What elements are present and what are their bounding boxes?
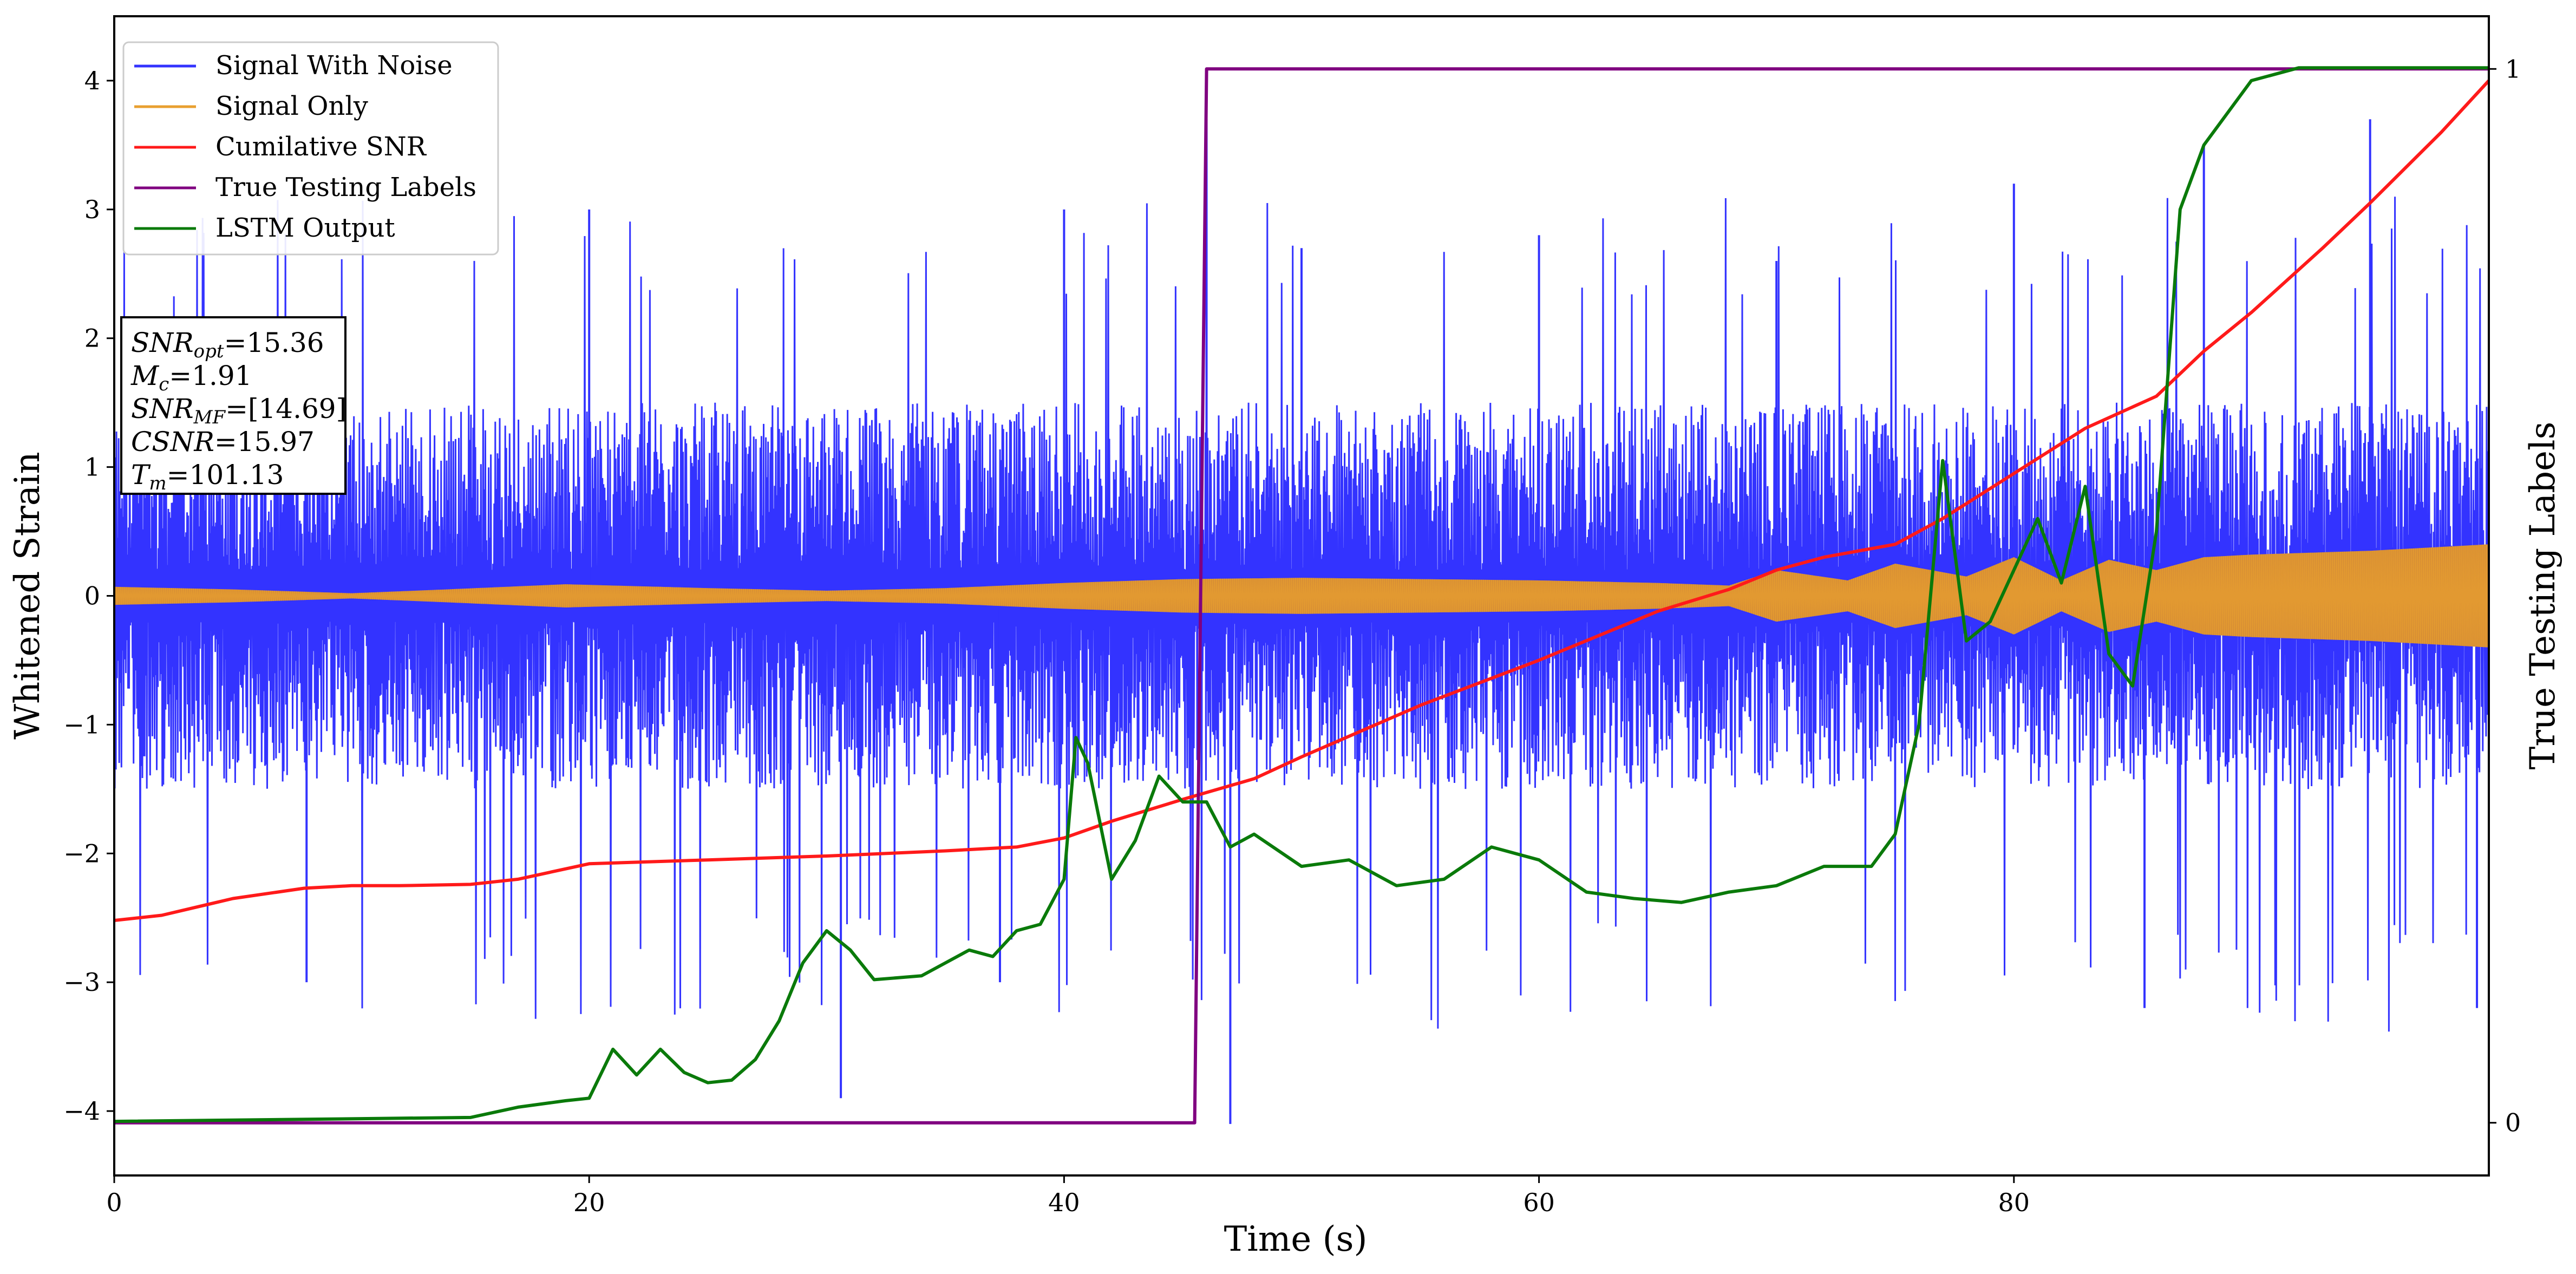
y-tick-label: −2 — [63, 839, 100, 868]
y-tick-label: 1 — [84, 453, 100, 482]
x-tick-label: 20 — [573, 1188, 605, 1217]
series-cumilative-snr — [114, 79, 2489, 922]
series-signal-only-oscillation — [114, 544, 2489, 648]
legend-label: Signal With Noise — [215, 50, 453, 81]
y-tick-label: 2 — [84, 324, 100, 353]
legend-label: Signal Only — [215, 91, 368, 121]
info-box: SNRopt=15.36Mc=1.91SNRMF=[14.69]CSNR=15.… — [120, 316, 346, 495]
y-axis-label: Whitened Strain — [8, 452, 48, 739]
x-tick-label: 80 — [1998, 1188, 2030, 1217]
info-line: SNRMF=[14.69] — [131, 393, 346, 428]
legend-label: True Testing Labels — [215, 172, 476, 202]
legend: Signal With Noise Signal Only Cumilative S… — [122, 41, 499, 256]
series-true-testing-labels — [114, 67, 2489, 1125]
x-axis-label: Time (s) — [1224, 1219, 1368, 1259]
x-tick-label: 60 — [1523, 1188, 1555, 1217]
info-line: Mc=1.91 — [130, 360, 252, 395]
y2-axis-label: True Testing Labels — [2523, 422, 2563, 770]
info-line: CSNR=15.97 — [131, 426, 315, 458]
y-tick-label: 0 — [84, 582, 100, 611]
y-tick-label: −4 — [63, 1096, 100, 1126]
y2-tick-label: 1 — [2505, 54, 2521, 83]
y-tick-label: 3 — [84, 195, 100, 224]
legend-label: LSTM Output — [215, 213, 395, 243]
info-line: SNRopt=15.36 — [131, 327, 324, 362]
x-tick-label: 40 — [1048, 1188, 1080, 1217]
info-line: Tm=101.13 — [131, 459, 284, 494]
x-tick-label: 0 — [106, 1188, 122, 1217]
y-tick-label: −1 — [63, 710, 100, 739]
y-tick-label: 4 — [84, 66, 100, 95]
y2-tick-label: 0 — [2505, 1108, 2521, 1138]
series-lstm-output — [114, 66, 2489, 1123]
legend-label: Cumilative SNR — [215, 132, 427, 162]
y-tick-label: −3 — [63, 968, 100, 997]
